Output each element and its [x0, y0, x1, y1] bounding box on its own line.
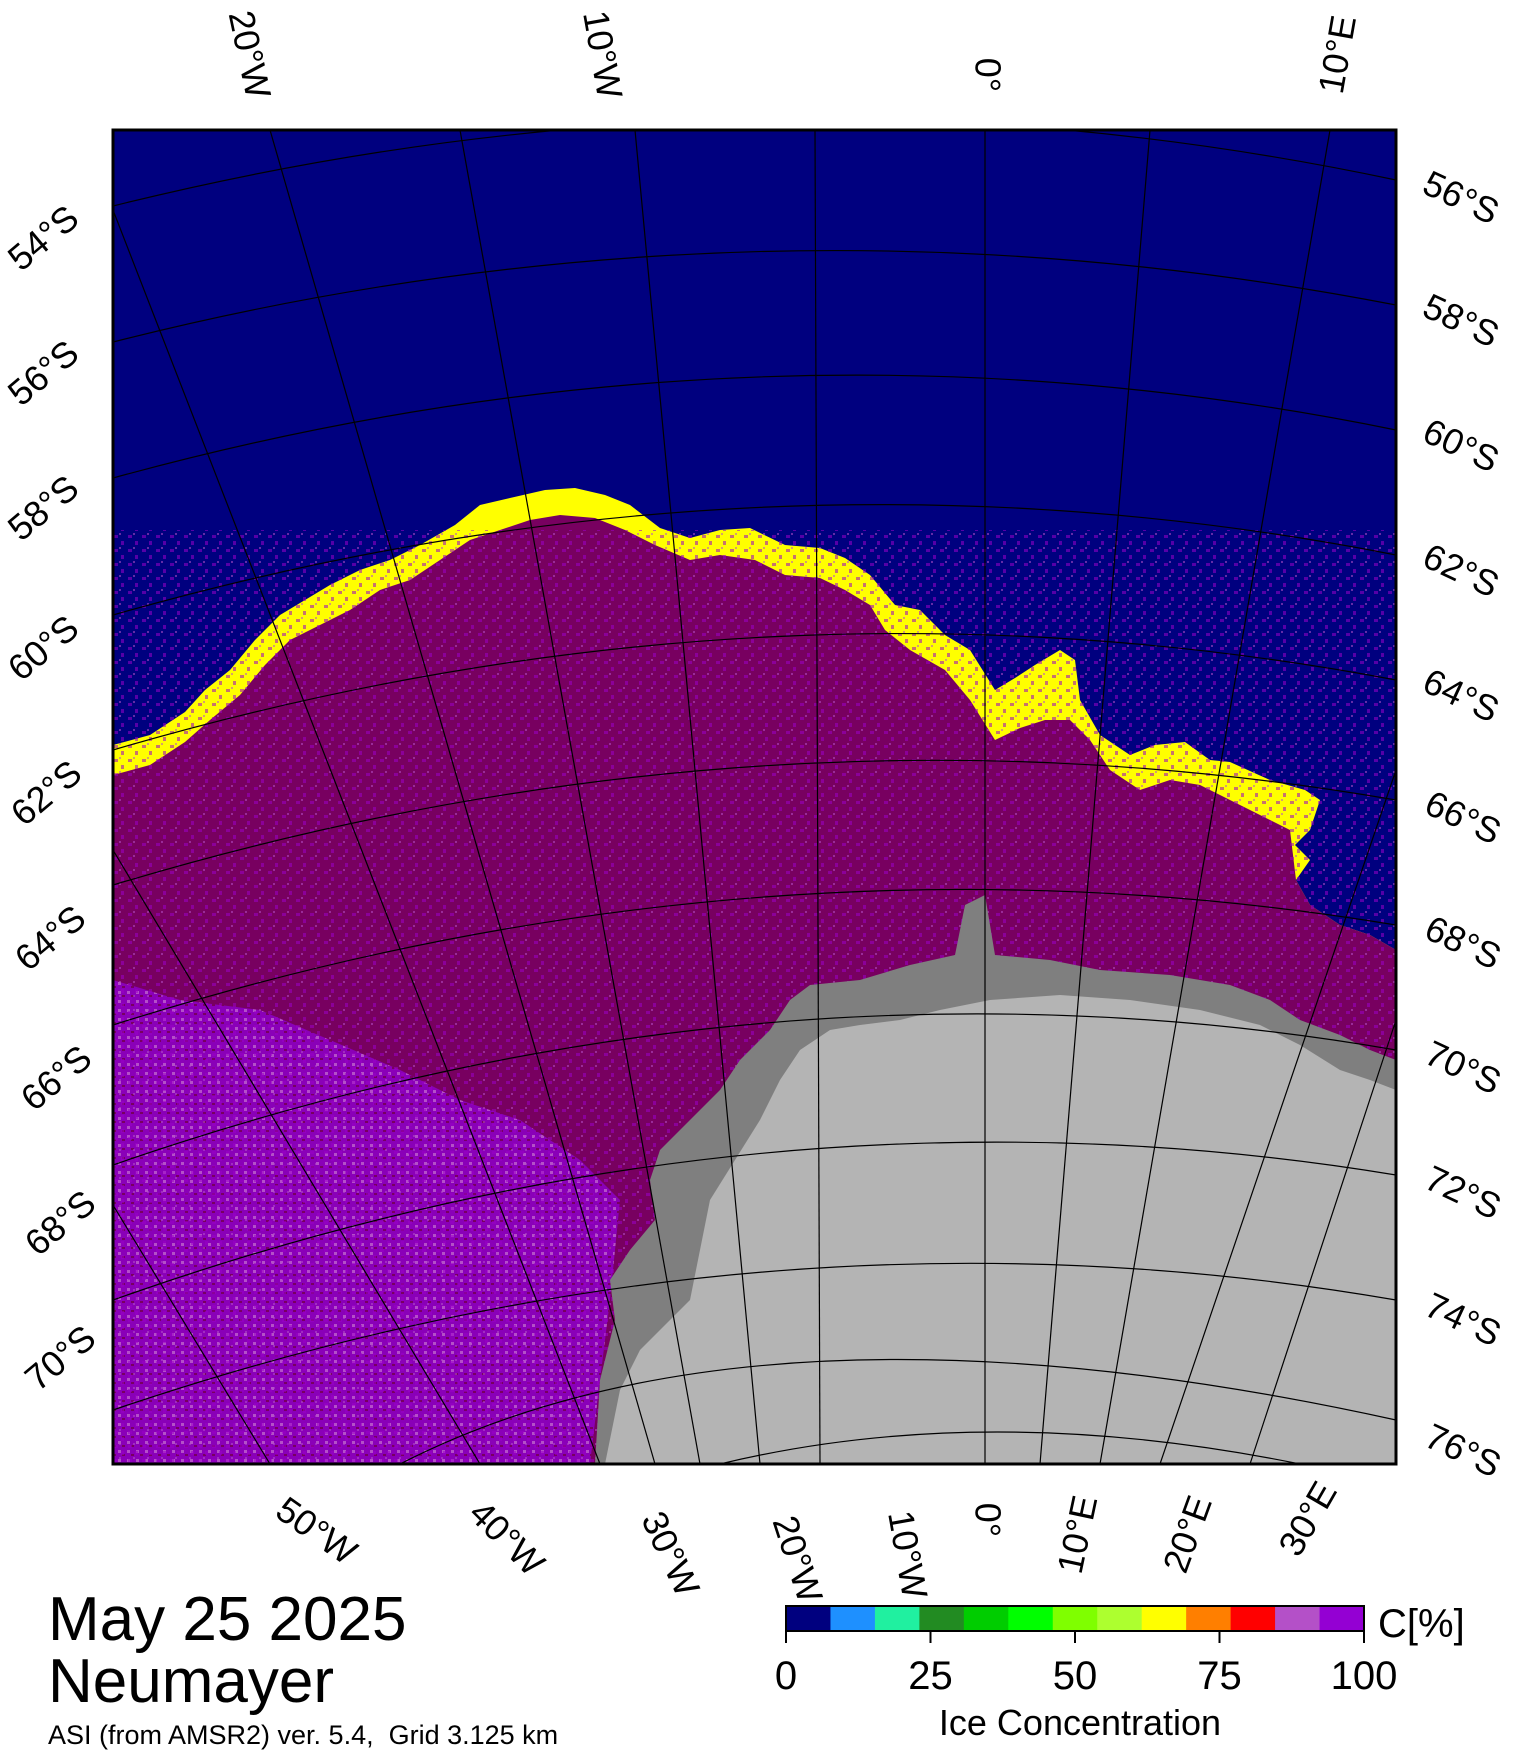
- colorbar-tick-label: 100: [1331, 1654, 1398, 1698]
- colorbar-title: Ice Concentration: [939, 1702, 1221, 1743]
- colorbar-tick-label: 75: [1197, 1654, 1242, 1698]
- left-lat-label: 70°S: [17, 1317, 103, 1399]
- colorbar-segment: [1052, 1606, 1098, 1631]
- bottom-lon-label: 20°E: [1155, 1490, 1220, 1578]
- bottom-lon-label: 20°W: [765, 1511, 831, 1608]
- right-lat-label: 62°S: [1417, 535, 1505, 605]
- right-lat-label: 56°S: [1417, 162, 1505, 232]
- left-lat-label: 56°S: [0, 332, 86, 414]
- colorbar-segment: [1141, 1606, 1187, 1631]
- colorbar-segment: [874, 1606, 920, 1631]
- right-lat-label: 58°S: [1417, 285, 1505, 355]
- colorbar-segment: [1186, 1606, 1232, 1631]
- top-lon-label: 10°E: [1310, 12, 1364, 96]
- bottom-lon-label: 10°W: [880, 1507, 936, 1601]
- left-lat-label: 66°S: [13, 1037, 99, 1119]
- graticule-lines: [113, 130, 1396, 1464]
- colorbar-segment: [919, 1606, 965, 1631]
- right-latitude-labels: 56°S 58°S 60°S 62°S 64°S 66°S 68°S 70°S 72°S 74°S…: [1417, 162, 1507, 1485]
- colorbar-tick-label: 50: [1053, 1654, 1098, 1698]
- colorbar-segment: [1097, 1606, 1143, 1631]
- colorbar-segment: [963, 1606, 1009, 1631]
- right-lat-label: 68°S: [1419, 907, 1507, 977]
- right-lat-label: 76°S: [1419, 1415, 1507, 1485]
- station-name: Neumayer: [48, 1647, 334, 1716]
- right-lat-label: 74°S: [1419, 1284, 1507, 1354]
- top-lon-label: 20°W: [221, 7, 279, 102]
- colorbar-segment: [1008, 1606, 1054, 1631]
- top-lon-label: 10°W: [575, 7, 631, 101]
- right-lat-label: 70°S: [1419, 1032, 1507, 1102]
- bottom-lon-label: 10°E: [1049, 1492, 1105, 1577]
- left-lat-label: 64°S: [7, 897, 93, 979]
- product-info: ASI (from AMSR2) ver. 5.4, Grid 3.125 km: [48, 1720, 559, 1750]
- bottom-lon-label: 30°W: [633, 1505, 708, 1602]
- map-border: [111, 128, 1398, 1466]
- right-lat-label: 72°S: [1419, 1157, 1507, 1227]
- colorbar-tick-label: 0: [775, 1654, 797, 1698]
- left-lat-label: 62°S: [3, 752, 89, 834]
- colorbar-tick-label: 25: [908, 1654, 953, 1698]
- right-lat-label: 60°S: [1417, 410, 1505, 480]
- colorbar: 0 25 50 75 100: [775, 1605, 1398, 1698]
- left-lat-label: 54°S: [0, 197, 86, 279]
- colorbar-segment: [786, 1606, 831, 1631]
- left-lat-label: 60°S: [0, 607, 86, 689]
- map-frame-content: [113, 130, 1396, 1464]
- top-longitude-labels: 20°W 10°W 0° 10°E: [221, 7, 1364, 102]
- top-lon-label: 0°: [967, 58, 1008, 92]
- bottom-lon-label: 50°W: [269, 1488, 365, 1572]
- colorbar-segment: [1275, 1606, 1321, 1631]
- bottom-lon-label: 30°E: [1270, 1474, 1345, 1562]
- left-lat-label: 58°S: [0, 467, 86, 549]
- bottom-lon-label: 0°: [967, 1503, 1008, 1537]
- bottom-longitude-labels: 50°W 40°W 30°W 20°W 10°W 0° 10°E 20°E 30°E: [269, 1474, 1345, 1607]
- map-date: May 25 2025: [48, 1585, 407, 1654]
- colorbar-segment: [1319, 1606, 1365, 1631]
- right-lat-label: 66°S: [1419, 782, 1507, 852]
- colorbar-unit-label: C[%]: [1378, 1602, 1465, 1646]
- left-lat-label: 68°S: [17, 1182, 103, 1264]
- right-lat-label: 64°S: [1417, 660, 1505, 730]
- antarctic-continent: [605, 995, 1396, 1464]
- left-latitude-labels: 54°S 56°S 58°S 60°S 62°S 64°S 66°S 68°S 70°S: [0, 197, 103, 1399]
- bottom-lon-label: 40°W: [461, 1492, 553, 1584]
- colorbar-segment: [830, 1606, 876, 1631]
- colorbar-segment: [1230, 1606, 1276, 1631]
